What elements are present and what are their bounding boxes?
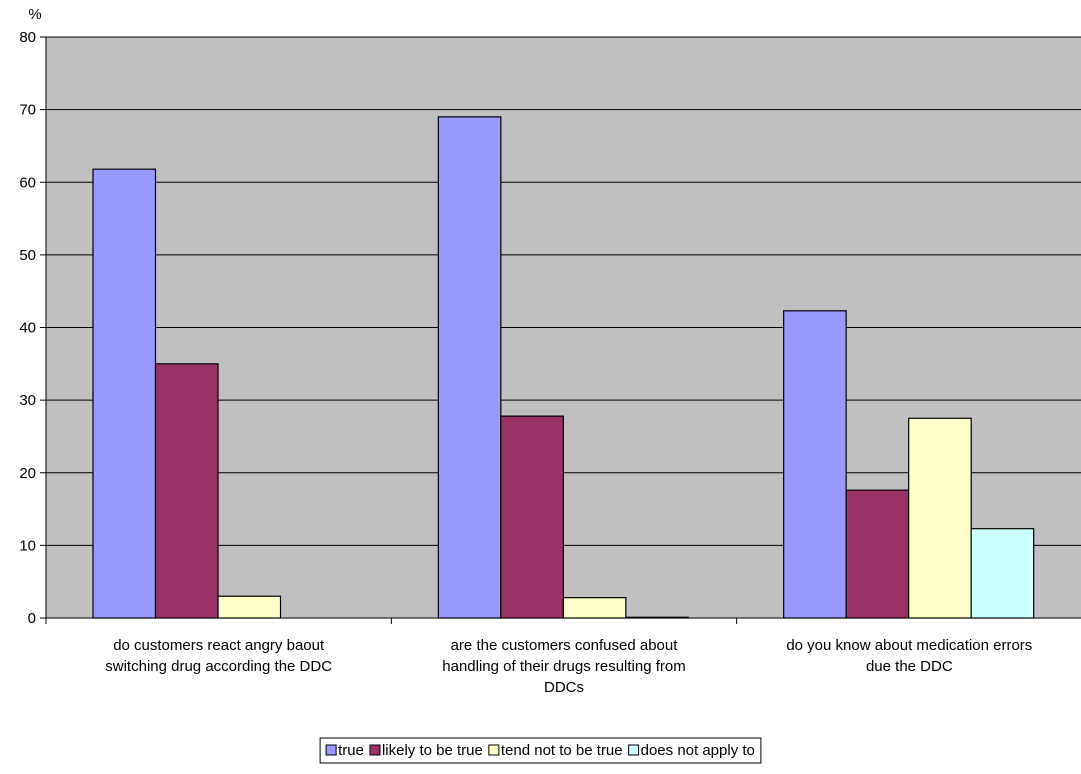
x-category-label-line: due the DDC [866,658,953,675]
legend-swatch-tend-not-to-be-true [488,744,500,756]
gridlines [46,36,1081,546]
legend-swatch-does-not-apply-to [628,744,640,756]
legend-label: true [338,742,364,759]
y-tick-label: 0 [28,610,36,627]
legend-swatch-true [325,744,337,756]
y-tick-label: 30 [19,392,36,409]
bars [92,116,1035,619]
y-tick-label: 40 [19,320,36,337]
x-category-labels: do customers react angry baout switching … [105,637,1032,696]
legend-label: does not apply to [641,742,755,759]
bar-tend-not-to-be-true-3 [908,417,972,619]
legend-swatch-likely-to-be-true [369,744,381,756]
bar-tend-not-to-be-true-2 [562,597,627,619]
x-category-label-line: DDCs [544,679,584,696]
x-category-label: are the customers confused about handling… [442,637,685,696]
x-category-label-line: do customers react angry baout [113,637,325,654]
y-tick-label: 60 [19,174,36,191]
y-tick-labels: 0 10 20 30 40 50 60 70 80 [19,29,36,627]
y-tick-label: 50 [19,247,36,264]
y-tick-label: 70 [19,102,36,119]
y-axis-label: % [28,6,41,23]
x-category-label-line: do you know about medication errors [786,637,1032,654]
y-tick-label: 10 [19,537,36,554]
bar-does-not-apply-to-3 [970,528,1035,619]
legend-label: likely to be true [382,742,483,759]
bar-likely-to-be-true-2 [500,415,564,619]
axes [40,36,1081,624]
x-category-label-line: handling of their drugs resulting from [442,658,685,675]
bar-true-1 [92,168,157,619]
x-category-label: do customers react angry baout switching … [105,637,332,675]
legend-box [319,737,762,764]
x-category-label-line: switching drug according the DDC [105,658,332,675]
x-category-label-line: are the customers confused about [451,637,679,654]
bar-likely-to-be-true-1 [154,363,219,619]
x-category-label: do you know about medication errors due t… [786,637,1032,675]
y-tick-label: 80 [19,29,36,46]
bar-tend-not-to-be-true-1 [217,595,282,619]
y-tick-label: 20 [19,465,36,482]
bar-true-3 [783,310,847,619]
bar-true-2 [437,116,502,619]
bar-likely-to-be-true-3 [845,489,910,619]
legend-label: tend not to be true [501,742,623,759]
legend: true likely to be true tend not to be true… [319,737,762,764]
